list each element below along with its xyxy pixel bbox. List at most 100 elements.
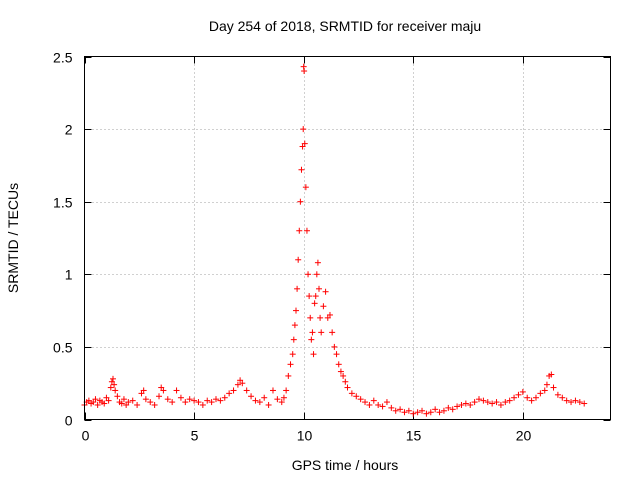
data-point xyxy=(340,372,347,379)
data-point xyxy=(419,407,426,414)
data-point xyxy=(497,401,504,408)
data-point xyxy=(112,387,119,394)
data-point xyxy=(543,381,550,388)
data-point xyxy=(331,343,338,350)
data-point xyxy=(476,396,482,403)
data-point xyxy=(318,329,325,336)
data-point xyxy=(480,397,487,404)
data-point xyxy=(285,372,292,379)
data-point xyxy=(311,300,318,307)
data-point xyxy=(151,401,158,408)
data-point xyxy=(296,227,303,234)
data-point xyxy=(129,397,136,404)
data-point xyxy=(186,396,193,403)
data-point xyxy=(379,403,386,410)
data-point xyxy=(309,329,316,336)
x-axis-title: GPS time / hours xyxy=(292,457,399,473)
x-tick-label: 10 xyxy=(297,428,313,444)
data-point xyxy=(348,390,355,397)
data-point xyxy=(370,397,377,404)
data-point xyxy=(458,401,465,408)
data-point xyxy=(239,380,246,387)
data-point xyxy=(322,288,329,295)
y-axis-title: SRMTID / TECUs xyxy=(5,183,21,293)
data-point xyxy=(548,371,555,378)
data-point xyxy=(243,387,250,394)
data-point xyxy=(291,322,298,329)
data-point xyxy=(301,140,308,147)
data-point xyxy=(118,400,125,407)
y-tick-label: 2 xyxy=(65,122,73,138)
grid xyxy=(84,56,611,420)
data-point xyxy=(305,271,312,278)
y-tick-label: 1.5 xyxy=(53,195,73,211)
data-point xyxy=(572,397,579,404)
data-point xyxy=(160,387,167,394)
tick-labels: 0 5 10 15 20 0 0.5 1 1.5 2 2.5 xyxy=(53,50,531,444)
data-point xyxy=(92,396,99,403)
data-point xyxy=(173,387,180,394)
data-point xyxy=(101,400,108,407)
data-point xyxy=(107,384,114,391)
data-point xyxy=(445,404,452,411)
data-point xyxy=(314,259,321,266)
data-point xyxy=(312,293,319,300)
data-point xyxy=(320,303,327,310)
data-point xyxy=(333,351,340,358)
data-point xyxy=(316,285,323,292)
data-point xyxy=(191,397,198,404)
data-point xyxy=(484,399,491,406)
data-point xyxy=(329,329,336,336)
data-point xyxy=(306,293,313,300)
data-point xyxy=(423,410,430,417)
data-point xyxy=(511,394,518,401)
data-point xyxy=(313,271,320,278)
data-point xyxy=(362,399,369,406)
data-point xyxy=(383,399,390,406)
data-point xyxy=(568,399,575,406)
data-point xyxy=(274,396,281,403)
x-tick-label: 20 xyxy=(516,428,532,444)
data-point xyxy=(278,399,285,406)
data-point xyxy=(337,368,344,375)
data-point xyxy=(295,256,302,263)
data-point xyxy=(109,375,116,382)
data-point xyxy=(297,198,304,205)
data-point xyxy=(392,407,399,414)
data-point xyxy=(111,381,118,388)
data-point xyxy=(541,387,548,394)
data-point xyxy=(195,399,202,406)
data-point xyxy=(519,388,526,395)
data-point xyxy=(221,394,228,401)
data-point xyxy=(177,394,184,401)
data-point xyxy=(120,396,127,403)
y-tick-label: 1 xyxy=(65,267,73,283)
data-point xyxy=(454,403,461,410)
data-point xyxy=(550,384,557,391)
data-point xyxy=(440,407,447,414)
data-point xyxy=(303,227,310,234)
data-point xyxy=(217,397,224,404)
x-tick-label: 15 xyxy=(406,428,422,444)
data-point xyxy=(230,387,237,394)
data-point xyxy=(105,397,112,404)
data-point xyxy=(287,361,294,368)
data-point xyxy=(310,351,317,358)
data-point xyxy=(524,394,531,401)
data-point xyxy=(248,393,255,400)
data-point xyxy=(576,399,583,406)
data-point xyxy=(213,396,219,403)
data-point xyxy=(114,393,121,400)
data-point xyxy=(147,399,154,406)
data-points xyxy=(81,63,588,417)
data-point xyxy=(292,307,299,314)
data-point xyxy=(307,314,314,321)
data-point xyxy=(489,400,496,407)
data-point xyxy=(537,390,544,397)
data-point xyxy=(261,394,268,401)
data-point xyxy=(462,400,469,407)
x-tick-label: 0 xyxy=(82,428,90,444)
data-point xyxy=(234,381,241,388)
data-point xyxy=(204,397,211,404)
